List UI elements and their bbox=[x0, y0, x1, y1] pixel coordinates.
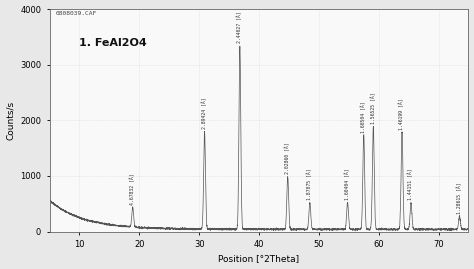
Text: 4.67832 [Å]: 4.67832 [Å] bbox=[130, 174, 136, 205]
Text: 2.44027 [Å]: 2.44027 [Å] bbox=[237, 12, 243, 44]
Text: 2.89424 [Å]: 2.89424 [Å] bbox=[202, 98, 207, 129]
Text: 1.56525 [Å]: 1.56525 [Å] bbox=[371, 93, 376, 124]
Text: 0808039.CAF: 0808039.CAF bbox=[56, 11, 97, 16]
Text: 1. FeAl2O4: 1. FeAl2O4 bbox=[79, 38, 146, 48]
Text: 1.46199 [Å]: 1.46199 [Å] bbox=[400, 98, 405, 130]
Text: 1.44151 [Å]: 1.44151 [Å] bbox=[408, 169, 414, 200]
Text: 1.60404 [Å]: 1.60404 [Å] bbox=[345, 169, 350, 200]
Text: 1.60504 [Å]: 1.60504 [Å] bbox=[361, 101, 366, 133]
Text: 2.02860 [Å]: 2.02860 [Å] bbox=[285, 143, 291, 174]
X-axis label: Position [°2Theta]: Position [°2Theta] bbox=[219, 254, 300, 263]
Text: 1.28615 [Å]: 1.28615 [Å] bbox=[457, 183, 462, 214]
Text: 1.87075 [Å]: 1.87075 [Å] bbox=[307, 169, 312, 200]
Y-axis label: Counts/s: Counts/s bbox=[6, 101, 15, 140]
